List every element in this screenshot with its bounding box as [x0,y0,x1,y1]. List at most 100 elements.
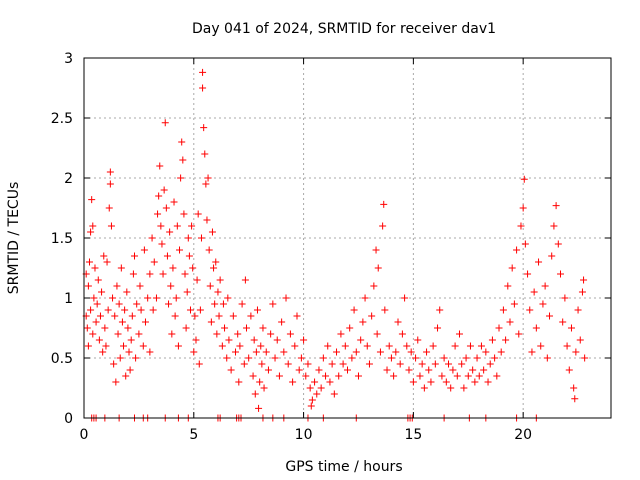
data-point [219,300,227,308]
data-point [115,300,123,308]
data-point [262,348,270,356]
data-point [563,342,571,350]
data-point [275,372,283,380]
data-point [84,342,92,350]
data-point [484,378,492,386]
data-point [182,324,190,332]
data-point [229,312,237,320]
data-point [116,354,124,362]
data-point [206,282,214,290]
data-point [462,354,470,362]
data-point [578,288,586,296]
data-point [344,366,351,374]
data-point [144,294,152,302]
data-point [502,336,510,344]
data-point [112,378,120,386]
data-point [550,222,558,230]
data-point [361,294,369,302]
data-point [431,360,439,368]
data-point [242,324,250,332]
data-point [256,378,264,386]
data-point [392,348,400,356]
data-point [387,354,395,362]
data-point [170,198,178,206]
data-point [429,342,437,350]
data-point [208,228,216,236]
data-point [221,324,229,332]
data-point [315,366,323,374]
data-point [101,324,109,332]
data-point [85,258,93,266]
data-point [278,318,286,326]
data-point [521,240,529,248]
data-point [168,330,176,338]
data-points [82,68,589,422]
data-point [453,372,461,380]
data-point [504,282,512,290]
data-point [225,336,233,344]
data-point [559,318,567,326]
data-point [499,306,507,314]
data-point [319,354,327,362]
data-point [199,84,207,92]
data-point [576,336,584,344]
data-point [412,354,420,362]
data-point [376,348,384,356]
data-point [235,378,243,386]
data-point [346,324,354,332]
data-point [165,300,173,308]
data-point [497,348,505,356]
data-point [282,294,290,302]
data-point [365,360,373,368]
data-point [247,312,255,320]
data-point [291,342,299,350]
y-tick-label: 0 [64,411,73,427]
data-point [114,330,122,338]
data-point [506,318,514,326]
data-point [308,396,316,404]
data-point [339,360,347,368]
data-point [373,330,381,338]
x-tick-label: 20 [514,427,532,443]
data-point [162,204,170,212]
data-point [218,342,226,350]
data-point [425,366,433,374]
data-point [390,372,398,380]
data-point [199,68,207,76]
x-tick-label: 5 [189,427,198,443]
data-point [194,210,202,218]
data-point [223,354,231,362]
data-point [191,312,199,320]
data-point [488,336,496,344]
data-point [89,330,97,338]
data-point [543,354,551,362]
data-point [178,138,186,146]
data-point [204,174,212,182]
data-point [189,264,197,272]
data-point [96,312,104,320]
data-point [161,119,169,127]
data-point [293,312,301,320]
data-point [409,378,417,386]
data-point [519,204,527,212]
data-point [148,234,156,242]
data-point [510,300,518,308]
data-point [171,312,179,320]
data-point [317,384,325,392]
data-point [561,294,569,302]
data-point [173,222,181,230]
data-point [156,162,164,170]
data-point [464,372,472,380]
data-point [179,156,187,164]
data-point [188,222,196,230]
data-point [123,288,131,296]
data-point [251,390,259,398]
data-point [94,276,102,284]
data-point [113,282,121,290]
data-point [407,348,415,356]
axis-ticks [83,57,611,419]
data-point [107,222,115,230]
data-point [307,402,315,410]
data-point [438,372,446,380]
